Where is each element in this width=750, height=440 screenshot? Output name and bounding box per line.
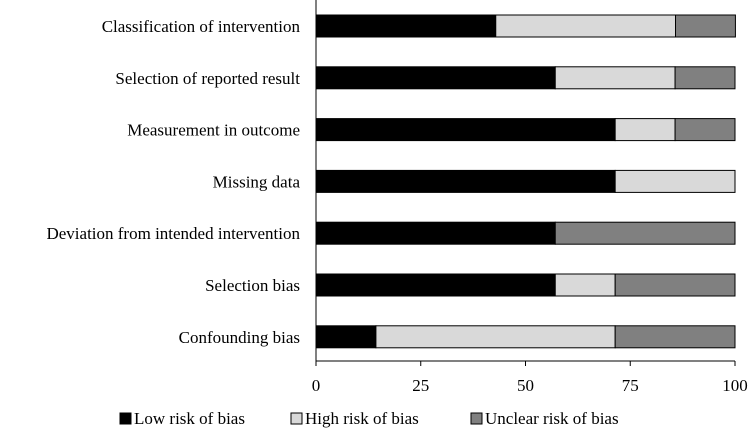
category-label: Selection of reported result [115,69,300,88]
bar-segment-high-risk-of-bias [614,169,736,193]
bar-segment-high-risk-of-bias [554,273,616,297]
bar-segment-low-risk-of-bias [315,273,556,297]
bar-segment-unclear-risk-of-bias [675,14,736,38]
legend-label: Low risk of bias [134,409,245,428]
category-label: Classification of intervention [102,17,301,36]
bar-segment-unclear-risk-of-bias [614,273,736,297]
category-label: Deviation from intended intervention [46,224,300,243]
category-label: Measurement in outcome [127,121,300,140]
bar-segment-low-risk-of-bias [315,118,616,142]
category-label: Confounding bias [179,328,300,347]
legend-label: Unclear risk of bias [485,409,619,428]
bar-segment-low-risk-of-bias [315,66,556,90]
x-tick-label: 100 [722,376,748,395]
bar-segment-high-risk-of-bias [554,66,676,90]
bars-layer [315,14,736,349]
x-tick-label: 75 [622,376,639,395]
bar-segment-unclear-risk-of-bias [674,66,736,90]
legend-swatch [290,412,303,425]
bar-segment-low-risk-of-bias [315,325,377,349]
category-label: Selection bias [205,276,300,295]
bar-segment-low-risk-of-bias [315,221,556,245]
bar-segment-high-risk-of-bias [495,14,677,38]
x-tick-label: 0 [312,376,321,395]
legend-swatch [470,412,483,425]
legend-label: High risk of bias [305,409,419,428]
x-tick-label: 25 [412,376,429,395]
category-label: Missing data [213,172,301,191]
bar-segment-low-risk-of-bias [315,169,616,193]
legend: Low risk of bias High risk of bias Unclear… [119,409,619,428]
axis-layer: Classification of intervention Selection … [46,0,748,395]
bar-segment-low-risk-of-bias [315,14,497,38]
bar-segment-unclear-risk-of-bias [614,325,736,349]
bar-segment-high-risk-of-bias [375,325,616,349]
x-tick-label: 50 [517,376,534,395]
bar-segment-high-risk-of-bias [614,118,676,142]
bar-segment-unclear-risk-of-bias [554,221,736,245]
legend-swatch [119,412,132,425]
bar-segment-unclear-risk-of-bias [674,118,736,142]
